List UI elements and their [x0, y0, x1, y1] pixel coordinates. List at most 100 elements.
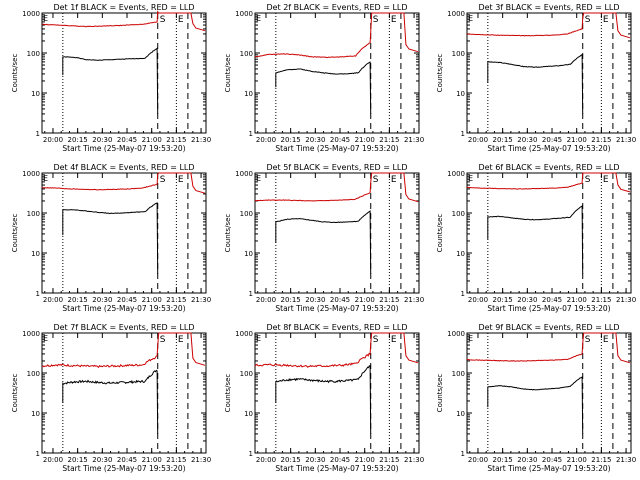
panel-title: Det 4f BLACK = Events, RED = LLD	[53, 163, 194, 172]
plot-frame	[254, 332, 420, 454]
y-tick-label: 1	[461, 290, 465, 298]
y-tick-label: 10	[31, 250, 40, 258]
corner-e-label: E	[256, 174, 261, 183]
x-tick-label: 21:00	[355, 136, 375, 144]
y-tick-label: 1000	[447, 10, 465, 18]
y-tick-label: 1	[249, 450, 253, 458]
y-tick-label: 1	[36, 450, 40, 458]
panel-title: Det 3f BLACK = Events, RED = LLD	[478, 3, 619, 12]
lld-series-line	[466, 332, 631, 364]
y-axis-label: Counts/sec	[224, 374, 232, 413]
x-tick-label: 21:30	[404, 136, 424, 144]
events-series-line	[62, 202, 159, 274]
y-tick-label: 1	[36, 130, 40, 138]
x-tick-label: 21:15	[591, 296, 611, 304]
x-tick-label: 20:30	[305, 456, 325, 464]
y-tick-label: 1000	[447, 330, 465, 338]
x-tick-label: 21:00	[567, 456, 587, 464]
x-tick-label: 21:15	[591, 456, 611, 464]
x-tick-label: 20:45	[117, 136, 137, 144]
x-tick-label: 20:30	[92, 456, 112, 464]
panel-2: Det 2f BLACK = Events, RED = LLD 1 10 100 10…	[224, 3, 424, 153]
y-tick-label: 10	[456, 90, 465, 98]
events-series-line	[275, 365, 372, 434]
x-tick-label: 20:15	[68, 456, 88, 464]
y-axis-label: Counts/sec	[224, 214, 232, 253]
x-tick-label: 20:45	[117, 456, 137, 464]
x-tick-label: 20:30	[305, 136, 325, 144]
x-tick-label: 20:45	[542, 456, 562, 464]
plot-frame	[41, 172, 207, 294]
x-axis-label: Start Time (25-May-07 19:53:20)	[275, 464, 398, 473]
events-series-line	[275, 61, 372, 114]
y-tick-label: 1000	[22, 330, 40, 338]
x-tick-label: 20:00	[43, 136, 63, 144]
x-tick-label: 20:30	[92, 136, 112, 144]
end-marker-label: E	[603, 335, 609, 345]
plot-frame	[41, 332, 207, 454]
plot-frame	[466, 332, 632, 454]
events-series-line	[487, 376, 584, 434]
y-tick-label: 1	[249, 130, 253, 138]
corner-e-label: E	[43, 174, 48, 183]
x-tick-label: 20:45	[330, 296, 350, 304]
corner-e-label: E	[468, 174, 473, 183]
x-tick-label: 21:00	[142, 296, 162, 304]
x-tick-label: 21:15	[379, 456, 399, 464]
x-tick-label: 21:15	[166, 456, 186, 464]
x-tick-label: 20:30	[517, 296, 537, 304]
x-axis-label: Start Time (25-May-07 19:53:20)	[62, 304, 185, 313]
y-tick-label: 100	[240, 50, 253, 58]
y-tick-label: 100	[452, 370, 465, 378]
panel-title: Det 2f BLACK = Events, RED = LLD	[266, 3, 407, 12]
end-marker-label: E	[391, 335, 397, 345]
x-tick-label: 20:30	[517, 456, 537, 464]
y-tick-label: 10	[244, 90, 253, 98]
start-marker-label: S	[373, 15, 379, 25]
y-tick-label: 1000	[235, 170, 253, 178]
y-axis-label: Counts/sec	[11, 374, 19, 413]
x-tick-label: 21:00	[567, 136, 587, 144]
y-tick-label: 10	[244, 250, 253, 258]
x-tick-label: 21:30	[191, 456, 211, 464]
panel-8: Det 8f BLACK = Events, RED = LLD 1 10 100 10…	[224, 323, 424, 473]
x-tick-label: 20:45	[542, 136, 562, 144]
end-marker-label: E	[603, 175, 609, 185]
start-marker-label: S	[373, 335, 379, 345]
y-tick-label: 100	[452, 210, 465, 218]
x-tick-label: 21:15	[591, 136, 611, 144]
x-tick-label: 20:45	[542, 296, 562, 304]
start-marker-label: S	[160, 335, 166, 345]
start-marker-label: S	[160, 175, 166, 185]
y-axis-label: Counts/sec	[436, 374, 444, 413]
lld-series-line	[466, 12, 631, 39]
x-tick-label: 20:15	[493, 456, 513, 464]
x-axis-label: Start Time (25-May-07 19:53:20)	[62, 144, 185, 153]
x-tick-label: 21:30	[616, 296, 636, 304]
x-tick-label: 20:15	[281, 296, 301, 304]
y-tick-label: 10	[456, 250, 465, 258]
x-axis-label: Start Time (25-May-07 19:53:20)	[487, 464, 610, 473]
x-tick-label: 21:00	[355, 296, 375, 304]
x-tick-label: 21:00	[355, 456, 375, 464]
plot-frame	[254, 172, 420, 294]
x-tick-label: 21:00	[142, 456, 162, 464]
x-tick-label: 20:30	[305, 296, 325, 304]
lld-series-line	[254, 172, 419, 203]
y-tick-label: 1	[249, 290, 253, 298]
corner-e-label: E	[43, 334, 48, 343]
y-tick-label: 100	[452, 50, 465, 58]
y-tick-label: 10	[31, 410, 40, 418]
y-tick-label: 100	[240, 370, 253, 378]
end-marker-label: E	[391, 175, 397, 185]
panel-1: Det 1f BLACK = Events, RED = LLD 1 10 100 10…	[11, 3, 211, 153]
x-tick-label: 20:45	[117, 296, 137, 304]
y-tick-label: 1000	[22, 10, 40, 18]
start-marker-label: S	[585, 15, 591, 25]
x-tick-label: 20:15	[493, 136, 513, 144]
x-tick-label: 20:00	[468, 136, 488, 144]
end-marker-label: E	[178, 15, 184, 25]
x-tick-label: 20:00	[43, 296, 63, 304]
y-tick-label: 1000	[235, 330, 253, 338]
